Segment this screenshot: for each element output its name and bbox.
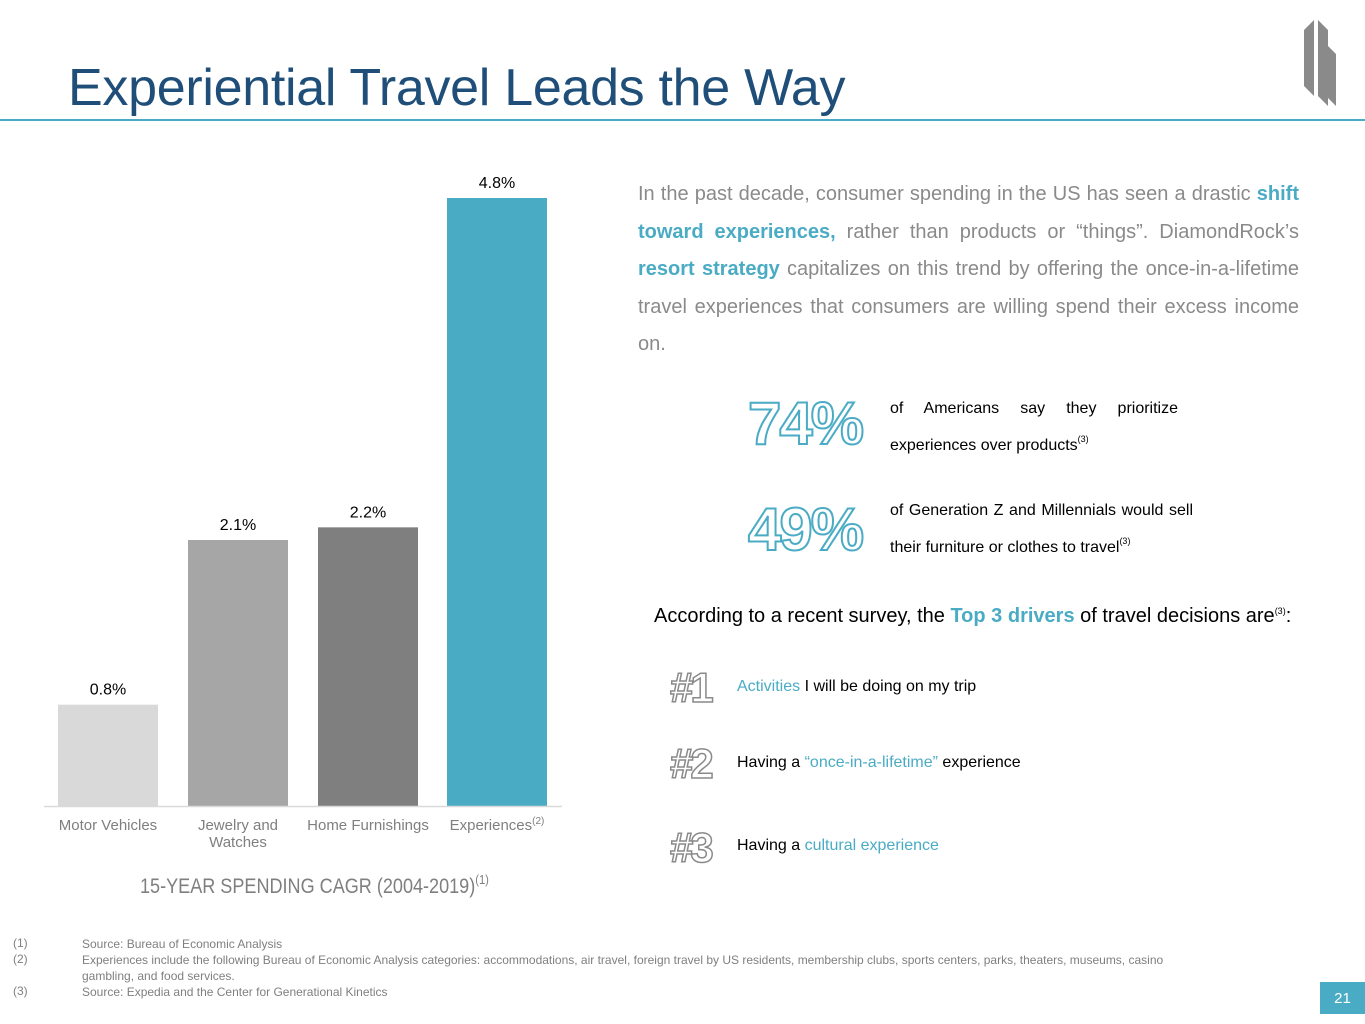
category-label: Jewelry and Watches <box>198 817 278 851</box>
chart-title: 15-YEAR SPENDING CAGR (2004-2019)(1) <box>140 872 489 898</box>
rank-1: #1 <box>669 664 714 711</box>
stat-value-74: 74% <box>747 390 865 457</box>
driver-1: Activities I will be doing on my trip <box>737 678 977 695</box>
intro-paragraph: In the past decade, consumer spending in… <box>638 183 1299 355</box>
survey-heading: According to a recent survey, the Top 3 … <box>654 605 1292 627</box>
bar-motor-vehicles <box>58 704 158 806</box>
footnote-3-number: (3) <box>13 984 28 998</box>
footnote-1-number: (1) <box>13 936 28 950</box>
stat-text-74: of Americans say they prioritize experie… <box>890 400 1178 454</box>
chart-title-footnote: (1) <box>475 872 489 887</box>
category-label: Experiences(2) <box>450 816 545 834</box>
page-title: Experiential Travel Leads the Way <box>68 59 846 117</box>
stat-footnote: (3) <box>1077 434 1089 444</box>
bar-value-label: 4.8% <box>479 175 515 192</box>
category-label: Home Furnishings <box>307 817 429 834</box>
stat-footnote: (3) <box>1119 536 1131 546</box>
footnote-2-number: (2) <box>13 952 28 966</box>
rank-2: #2 <box>669 740 714 787</box>
bar-jewelry-and-watches <box>188 540 288 806</box>
page-number: 21 <box>1320 982 1365 1014</box>
highlight-top-3-drivers: Top 3 drivers <box>950 605 1075 627</box>
footnote-3-text: Source: Expedia and the Center for Gener… <box>82 985 388 999</box>
footnote-2-text: Experiences include the following Bureau… <box>82 953 1164 983</box>
cagr-bar-chart: 0.8% 2.1% 2.2% 4.8% Motor Vehicles Jewelry an… <box>44 175 562 851</box>
survey-footnote: (3) <box>1274 606 1286 616</box>
bar-experiences <box>447 198 547 806</box>
title-divider <box>0 119 1365 121</box>
bar-value-label: 2.2% <box>350 504 386 521</box>
highlight-resort-strategy: resort strategy <box>638 258 780 280</box>
stat-text-49: of Generation Z and Millennials would se… <box>890 502 1193 556</box>
rank-3: #3 <box>669 824 714 871</box>
bar-value-label: 2.1% <box>220 517 256 534</box>
company-logo-icon <box>1304 20 1336 106</box>
driver-2: Having a “once-in-a-lifetime” experience <box>737 754 1021 771</box>
category-label: Motor Vehicles <box>59 817 157 834</box>
bar-home-furnishings <box>318 527 418 806</box>
highlight-shift-toward-experiences: shift toward experiences, <box>638 183 1299 243</box>
footnote-1-text: Source: Bureau of Economic Analysis <box>82 937 283 951</box>
driver-3: Having a cultural experience <box>737 837 939 854</box>
stat-value-49: 49% <box>747 496 865 563</box>
bar-value-label: 0.8% <box>90 682 126 699</box>
